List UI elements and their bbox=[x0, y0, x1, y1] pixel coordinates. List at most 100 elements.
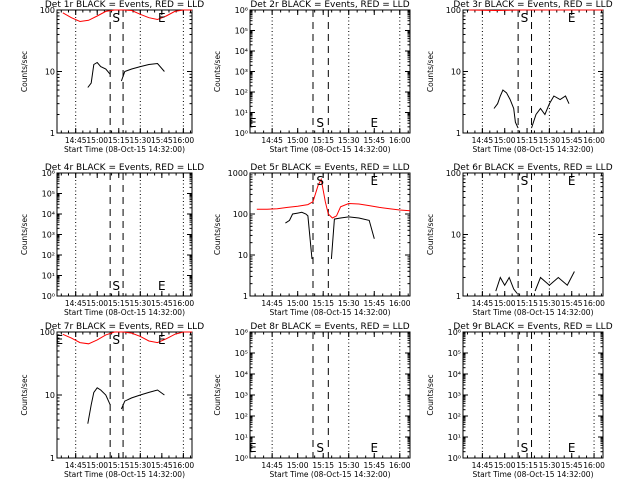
x-axis-label: Start Time (08-Oct-15 14:32:00) bbox=[472, 470, 593, 479]
marker-s: S bbox=[112, 11, 120, 25]
y-tick-label: 100 bbox=[40, 6, 55, 15]
chart-panel-8: Det 8r BLACK = Events, RED = LLD 10⁰ 10¹ 10… bbox=[213, 322, 411, 479]
x-tick-label: 16:00 bbox=[389, 136, 411, 145]
marker-s: S bbox=[521, 441, 529, 455]
x-tick-label: 16:00 bbox=[173, 461, 195, 470]
y-tick-label: 10⁶ bbox=[42, 169, 55, 178]
x-tick-label: 15:45 bbox=[561, 299, 583, 308]
y-tick-label: 1 bbox=[456, 292, 461, 301]
marker-s: S bbox=[521, 174, 529, 188]
x-tick-label: 15:00 bbox=[287, 136, 309, 145]
y-tick-label: 10 bbox=[45, 391, 55, 400]
x-tick-label: 15:30 bbox=[129, 461, 151, 470]
x-tick-label: 15:45 bbox=[151, 299, 173, 308]
x-tick-label: 16:00 bbox=[583, 461, 605, 470]
marker-e: E bbox=[158, 333, 166, 347]
x-axis-label: Start Time (08-Oct-15 14:32:00) bbox=[64, 145, 185, 154]
chart-title: Det 3r BLACK = Events, RED = LLD bbox=[453, 0, 612, 10]
plot-frame bbox=[249, 172, 411, 297]
marker-e: E bbox=[568, 174, 576, 188]
y-tick-label: 10³ bbox=[235, 391, 248, 400]
y-tick-label: 100 bbox=[233, 210, 248, 219]
chart-panel-4: Det 4r BLACK = Events, RED = LLD 10⁰ 10¹ 10… bbox=[20, 163, 204, 317]
x-tick-label: 14:45 bbox=[261, 299, 283, 308]
y-tick-label: 10⁴ bbox=[235, 370, 248, 379]
chart-title: Det 7r BLACK = Events, RED = LLD bbox=[45, 322, 204, 332]
y-axis-label: Counts/sec bbox=[20, 214, 29, 255]
chart-title: Det 8r BLACK = Events, RED = LLD bbox=[250, 322, 409, 332]
y-axis-label: Counts/sec bbox=[426, 374, 435, 415]
series-2-line bbox=[256, 177, 411, 219]
x-tick-label: 15:30 bbox=[338, 299, 360, 308]
chart-title: Det 6r BLACK = Events, RED = LLD bbox=[453, 163, 612, 173]
x-tick-label: 15:00 bbox=[494, 461, 516, 470]
marker-s: S bbox=[521, 11, 529, 25]
x-tick-label: 15:45 bbox=[363, 299, 385, 308]
y-tick-label: 100 bbox=[40, 328, 55, 337]
x-tick-label: 16:00 bbox=[583, 136, 605, 145]
y-axis-label: Counts/sec bbox=[20, 51, 29, 92]
plot-frame bbox=[462, 172, 604, 297]
y-axis-label: Counts/sec bbox=[213, 51, 222, 92]
y-tick-label: 10² bbox=[448, 412, 461, 421]
series-1-line bbox=[120, 389, 165, 410]
y-tick-label: 1 bbox=[50, 129, 55, 138]
x-tick-label: 15:00 bbox=[287, 299, 309, 308]
y-tick-label: 10⁴ bbox=[448, 370, 461, 379]
series-1-line bbox=[495, 276, 518, 294]
x-tick-label: 15:45 bbox=[561, 136, 583, 145]
marker-s: S bbox=[112, 279, 120, 293]
series-1-line bbox=[330, 216, 375, 260]
chart-panel-2: Det 2r BLACK = Events, RED = LLD 10⁰ 10¹ 10… bbox=[213, 0, 411, 154]
marker-s: S bbox=[316, 441, 324, 455]
x-axis-label: Start Time (08-Oct-15 14:32:00) bbox=[64, 470, 185, 479]
marker-s: S bbox=[316, 174, 324, 188]
x-tick-label: 15:30 bbox=[338, 136, 360, 145]
chart-panel-3: Det 3r BLACK = Events, RED = LLD 1 10 100 14… bbox=[426, 0, 613, 154]
marker-e: E bbox=[249, 441, 257, 455]
x-tick-label: 15:15 bbox=[312, 299, 334, 308]
y-tick-label: 10¹ bbox=[448, 433, 461, 442]
y-tick-label: 10³ bbox=[448, 391, 461, 400]
y-tick-label: 10² bbox=[42, 251, 55, 260]
x-tick-label: 15:30 bbox=[539, 299, 561, 308]
plot-frame bbox=[249, 331, 411, 459]
marker-e: E bbox=[370, 441, 378, 455]
x-tick-label: 15:15 bbox=[516, 136, 538, 145]
x-tick-label: 15:15 bbox=[516, 461, 538, 470]
y-tick-label: 10⁵ bbox=[42, 190, 55, 199]
series-1-line bbox=[120, 62, 165, 82]
y-tick-label: 1000 bbox=[228, 169, 248, 178]
y-tick-label: 10⁶ bbox=[235, 6, 248, 15]
y-tick-label: 10¹ bbox=[235, 433, 248, 442]
chart-panel-9: Det 9r BLACK = Events, RED = LLD 10⁰ 10¹ 10… bbox=[426, 322, 613, 479]
x-tick-label: 16:00 bbox=[173, 299, 195, 308]
y-tick-label: 10² bbox=[235, 412, 248, 421]
y-tick-label: 10 bbox=[238, 251, 248, 260]
x-tick-label: 15:45 bbox=[151, 461, 173, 470]
chart-title: Det 2r BLACK = Events, RED = LLD bbox=[250, 0, 409, 10]
y-tick-label: 10⁵ bbox=[235, 349, 248, 358]
marker-e: E bbox=[56, 333, 64, 347]
x-tick-label: 16:00 bbox=[583, 299, 605, 308]
x-tick-label: 15:15 bbox=[516, 299, 538, 308]
marker-e: E bbox=[249, 116, 257, 130]
x-tick-label: 15:00 bbox=[287, 461, 309, 470]
y-tick-label: 10³ bbox=[235, 68, 248, 77]
series-2-line bbox=[62, 9, 192, 23]
x-axis-label: Start Time (08-Oct-15 14:32:00) bbox=[472, 145, 593, 154]
x-tick-label: 16:00 bbox=[389, 299, 411, 308]
y-tick-label: 10⁰ bbox=[448, 454, 461, 463]
y-axis-label: Counts/sec bbox=[426, 214, 435, 255]
x-tick-label: 15:30 bbox=[539, 461, 561, 470]
y-tick-label: 10³ bbox=[42, 231, 55, 240]
x-tick-label: 14:45 bbox=[65, 461, 87, 470]
y-tick-label: 10¹ bbox=[235, 109, 248, 118]
x-axis-label: Start Time (08-Oct-15 14:32:00) bbox=[269, 308, 390, 317]
marker-s: S bbox=[316, 116, 324, 130]
x-tick-label: 15:15 bbox=[108, 136, 130, 145]
plot-frame bbox=[249, 9, 411, 134]
x-tick-label: 14:45 bbox=[65, 136, 87, 145]
x-tick-label: 16:00 bbox=[173, 136, 195, 145]
